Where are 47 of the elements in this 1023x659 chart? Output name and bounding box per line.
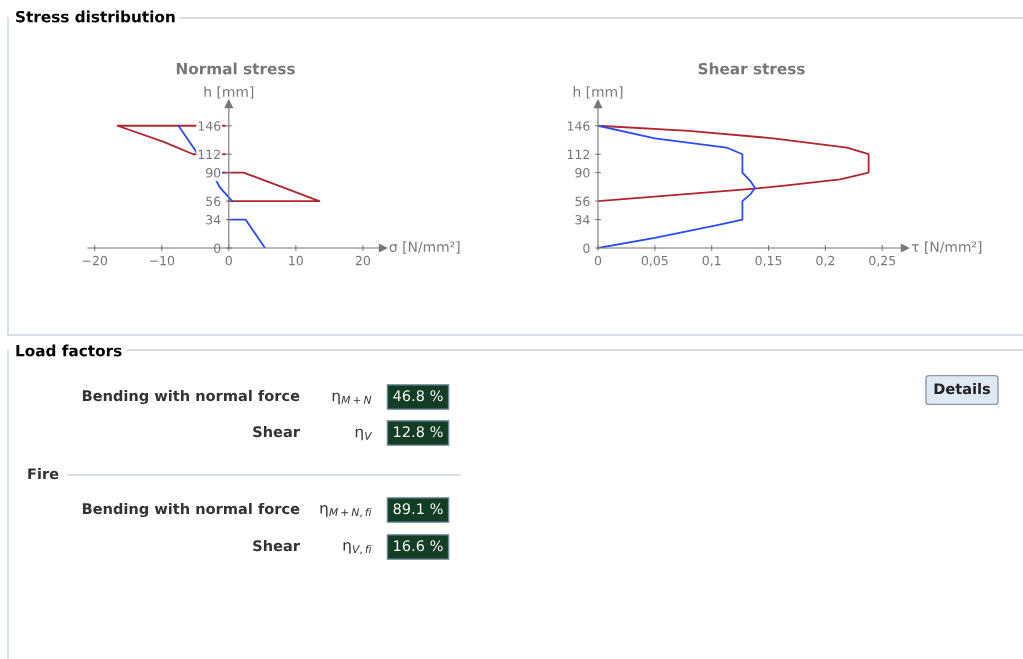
- y-tick-label: 0: [214, 243, 221, 253]
- text: Bending with normal force: [82, 389, 300, 405]
- x-tick-label: 0,2: [816, 255, 835, 267]
- y-tick-label: 34: [575, 215, 590, 225]
- text: Details: [934, 382, 991, 395]
- text: Shear: [253, 425, 300, 438]
- chart-title: Shear stress: [698, 62, 805, 75]
- y-axis-title: h [mm]: [573, 86, 623, 99]
- line-series: [598, 124, 756, 248]
- y-tick-label: 112: [567, 149, 590, 159]
- y-tick-label: 146: [567, 121, 590, 131]
- text: 16.6 %: [394, 540, 443, 552]
- text: η$_{M+N,fi}$: [320, 505, 372, 518]
- x-tick-label: −20: [82, 255, 108, 266]
- y-axis-title: h [mm]: [204, 86, 254, 99]
- text: 89.1 %: [393, 503, 443, 515]
- text: Bending with normal force: [82, 502, 300, 518]
- y-tick-label: 112: [198, 149, 220, 159]
- line-series: [598, 124, 870, 203]
- y-tick-label: 90: [575, 168, 590, 178]
- text: 46.8 %: [393, 390, 443, 402]
- x-tick-label: 0,15: [755, 255, 782, 267]
- y-tick-label: 90: [206, 168, 221, 178]
- text: Shear: [253, 539, 300, 552]
- y-tick-label: 146: [198, 121, 221, 131]
- y-tick-label: 56: [206, 196, 221, 207]
- text: Fire: [28, 467, 59, 480]
- x-tick-label: 20: [355, 255, 371, 266]
- text: Load factors: [16, 344, 122, 357]
- x-tick-label: 0: [225, 255, 232, 266]
- text: η$_{M+N}$: [332, 392, 372, 405]
- x-tick-label: 0: [594, 255, 602, 266]
- x-tick-label: 10: [289, 255, 303, 266]
- x-axis-title: σ [N/mm²]: [389, 241, 460, 254]
- chart-title: Normal stress: [176, 62, 295, 75]
- y-tick-label: 56: [575, 196, 590, 207]
- x-tick-label: 0,05: [641, 255, 668, 267]
- x-tick-label: −10: [149, 255, 175, 266]
- x-tick-label: 0,1: [702, 255, 721, 267]
- x-axis-title: τ [N/mm²]: [911, 241, 982, 254]
- text: 12.8 %: [394, 426, 443, 438]
- text: η$_{V,fi}$: [343, 542, 372, 555]
- text: η$_{V}$: [355, 428, 373, 441]
- y-tick-label: 34: [206, 215, 221, 225]
- text: Stress distribution: [16, 10, 175, 23]
- x-tick-label: 0,25: [869, 255, 896, 267]
- y-tick-label: 0: [583, 243, 590, 253]
